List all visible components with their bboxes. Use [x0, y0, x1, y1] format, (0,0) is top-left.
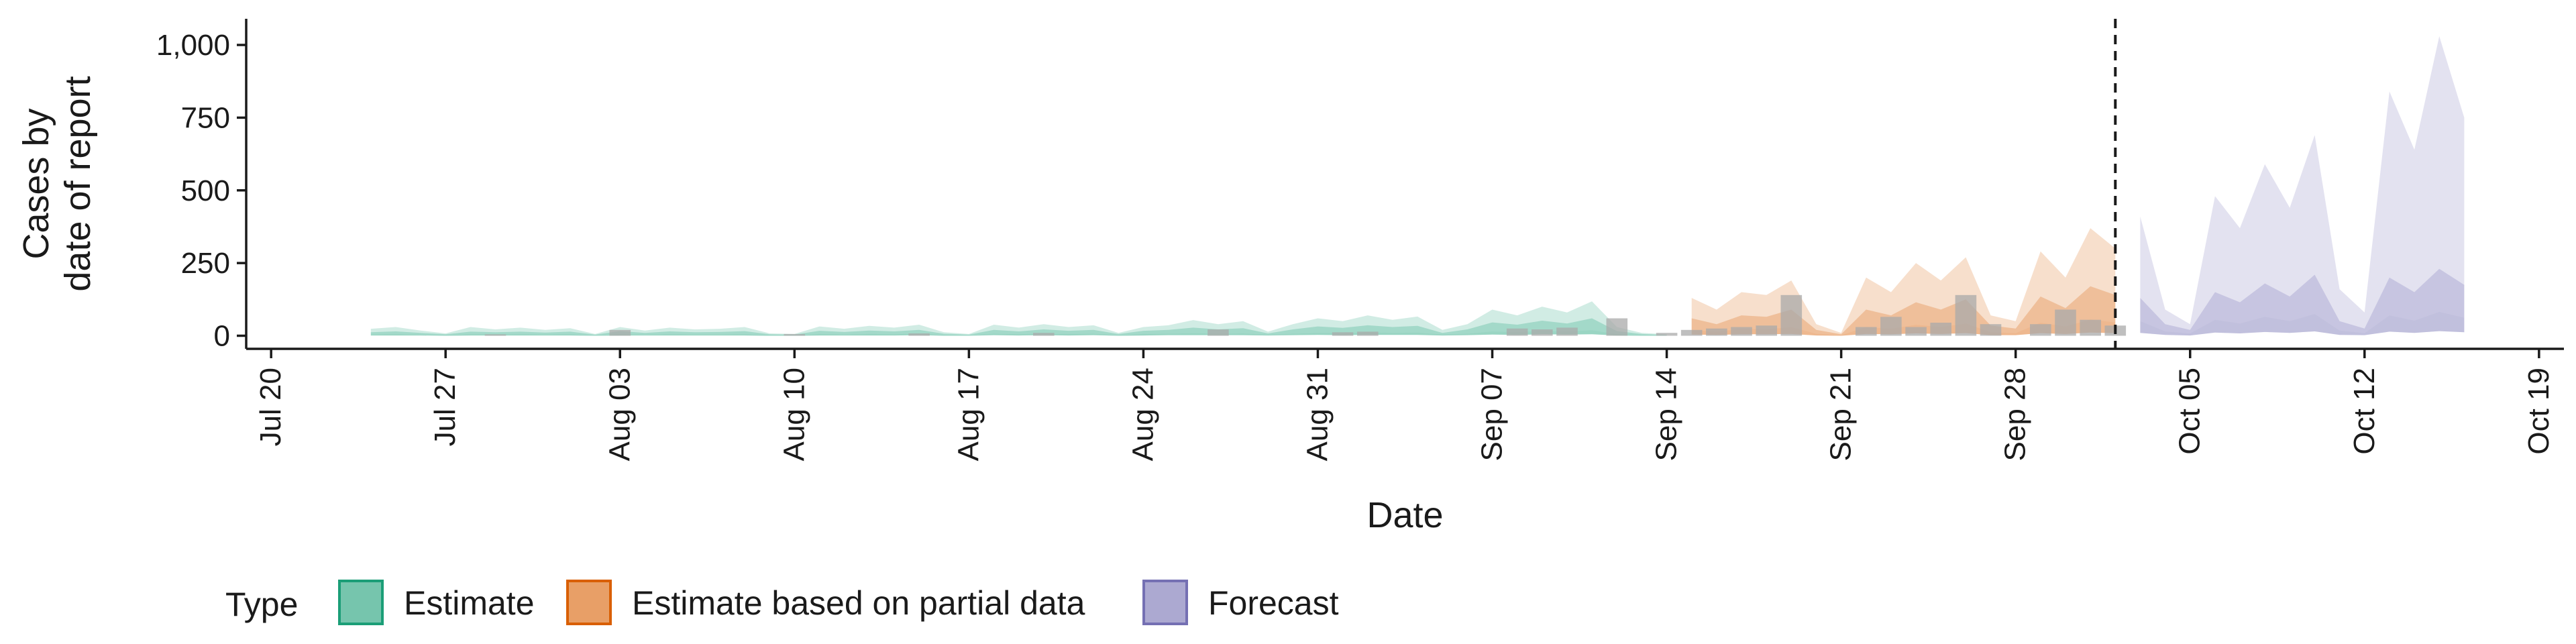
x-tick-label-4: Aug 17 — [952, 368, 985, 461]
observed-bar-1 — [609, 329, 631, 336]
observed-bar-17 — [1780, 294, 1803, 336]
observed-bar-8 — [1506, 328, 1528, 336]
x-tick-label-1: Jul 27 — [429, 368, 462, 446]
observed-bar-20 — [1905, 327, 1927, 336]
observed-bar-11 — [1606, 318, 1628, 336]
y-axis-title-line-2: date of report — [58, 76, 98, 291]
observed-bar-4 — [1033, 333, 1055, 336]
y-tick-label-1: 250 — [181, 247, 230, 280]
observed-bar-13 — [1680, 329, 1703, 336]
legend-label-1: Estimate based on partial data — [632, 584, 1085, 622]
band-outer-estimate — [370, 301, 1667, 336]
y-tick-label-4: 1,000 — [156, 29, 230, 62]
band-mid-forecast — [2140, 268, 2465, 333]
observed-bar-16 — [1756, 325, 1777, 336]
band-mid-estimate — [370, 318, 1667, 336]
observed-bar-6 — [1332, 332, 1354, 336]
observed-bar-25 — [2055, 309, 2076, 336]
x-tick-label-6: Aug 31 — [1301, 368, 1334, 461]
x-tick-label-12: Oct 12 — [2348, 368, 2381, 455]
observed-bar-26 — [2080, 319, 2101, 336]
observed-bar-2 — [784, 333, 806, 336]
legend-label-0: Estimate — [404, 584, 535, 622]
x-tick-label-8: Sep 14 — [1650, 368, 1683, 461]
observed-bar-14 — [1706, 328, 1727, 336]
legend-key-0 — [338, 580, 384, 625]
x-axis-title: Date — [1366, 495, 1443, 535]
observed-bar-5 — [1208, 329, 1229, 336]
observed-bars-layer — [484, 294, 2127, 336]
band-inner-forecast — [2140, 311, 2465, 336]
observed-bar-15 — [1731, 327, 1752, 336]
y-tick-label-0: 0 — [214, 319, 230, 352]
axes-layer: 0 250 500 750 1,000 Jul 20 Jul 27 Aug 03 Aug 10 A… — [156, 19, 2564, 461]
observed-bar-24 — [2030, 324, 2051, 336]
x-tick-label-9: Sep 21 — [1825, 368, 1858, 461]
observed-bar-18 — [1856, 327, 1877, 336]
x-tick-label-7: Sep 07 — [1476, 368, 1509, 461]
legend-key-2 — [1142, 580, 1188, 625]
observed-bar-22 — [1955, 294, 1977, 336]
observed-bar-21 — [1930, 323, 1951, 336]
legend-title: Type — [225, 586, 298, 623]
x-tick-label-2: Aug 03 — [603, 368, 636, 461]
x-tick-label-13: Oct 19 — [2522, 368, 2555, 455]
x-tick-label-11: Oct 05 — [2174, 368, 2206, 455]
observed-bar-19 — [1880, 317, 1902, 336]
observed-bar-23 — [1980, 324, 2002, 336]
legend-label-2: Forecast — [1208, 584, 1339, 622]
x-tick-label-5: Aug 24 — [1126, 368, 1159, 461]
x-tick-label-10: Sep 28 — [1999, 368, 2032, 461]
legend-key-1 — [566, 580, 612, 625]
observed-bar-0 — [484, 334, 506, 336]
observed-bar-12 — [1656, 333, 1678, 336]
observed-bar-7 — [1357, 331, 1379, 336]
y-axis-title: Cases by — [16, 108, 56, 259]
x-tick-label-3: Aug 10 — [777, 368, 810, 461]
y-tick-label-3: 750 — [181, 101, 230, 134]
bands-layer — [370, 36, 2465, 336]
observed-bar-10 — [1556, 327, 1578, 336]
legend: Type Estimate Estimate based on partial d… — [225, 580, 1339, 625]
observed-bar-9 — [1532, 329, 1553, 336]
observed-bar-3 — [908, 333, 930, 336]
x-tick-label-0: Jul 20 — [254, 368, 287, 446]
y-tick-label-2: 500 — [181, 174, 230, 207]
band-outer-forecast — [2140, 36, 2465, 336]
